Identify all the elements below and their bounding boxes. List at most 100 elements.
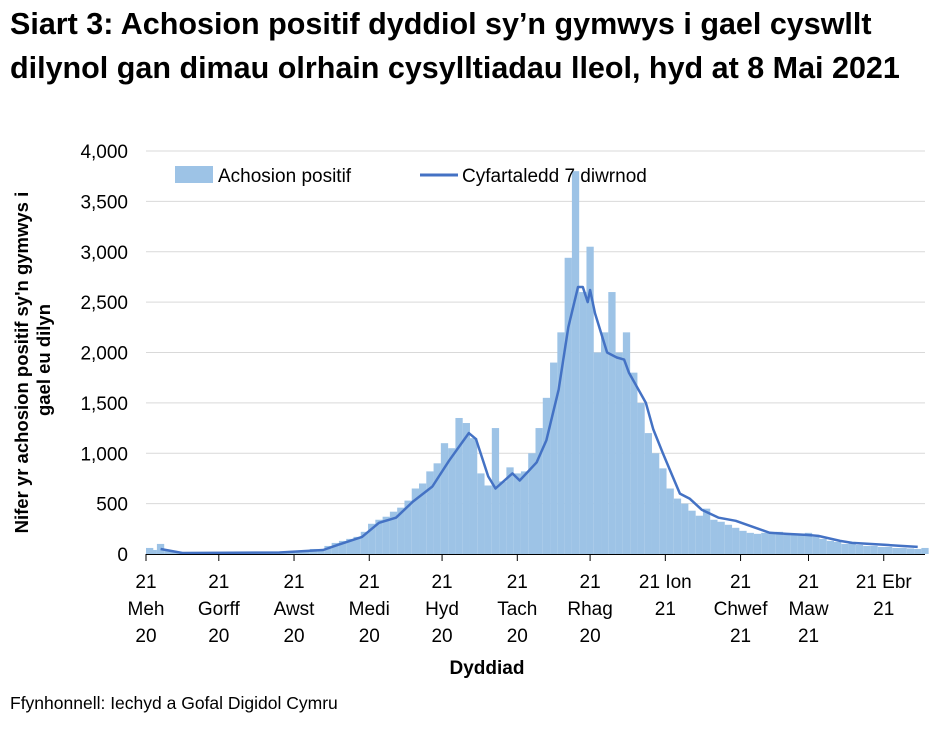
bar — [768, 533, 776, 554]
bar — [586, 246, 594, 554]
bar — [753, 533, 762, 554]
bar — [884, 546, 893, 554]
y-tick-label: 1,500 — [80, 394, 128, 415]
bar — [892, 547, 900, 554]
legend-label-line: Cyfartaledd 7 diwrnod — [462, 166, 647, 187]
x-tick-label: 20 — [283, 626, 304, 647]
bar — [790, 533, 798, 554]
y-axis-title: Nifer yr achosion positif sy'n gymwys i … — [11, 187, 54, 534]
bar — [819, 538, 827, 554]
x-tick-label: 21 — [873, 599, 894, 620]
legend-swatch-bars — [175, 166, 213, 183]
x-tick-label: 21 Ion — [639, 572, 692, 593]
legend-label-bars: Achosion positif — [218, 166, 352, 187]
bar — [440, 443, 449, 554]
bar — [520, 471, 529, 554]
bar — [156, 543, 165, 554]
bar — [462, 423, 470, 554]
y-tick-label: 500 — [96, 495, 128, 516]
bar — [783, 534, 791, 554]
bar — [593, 352, 602, 554]
bar — [724, 524, 733, 554]
bar — [535, 428, 543, 554]
bar — [615, 352, 623, 554]
y-axis-title-line1: Nifer yr achosion positif sy'n gymwys i — [11, 192, 32, 534]
bar — [921, 547, 929, 554]
x-tick-label: 21 Ebr — [856, 572, 913, 593]
x-tick-label: 21 — [283, 572, 304, 593]
x-tick-label: 20 — [580, 626, 601, 647]
bar — [491, 428, 500, 554]
bar — [382, 516, 390, 554]
bar — [419, 483, 427, 554]
bar — [571, 171, 580, 554]
bar — [426, 471, 434, 554]
x-tick-label: 21 — [507, 572, 528, 593]
bar — [164, 549, 172, 554]
bar — [826, 540, 834, 554]
y-tick-label: 2,000 — [80, 344, 128, 365]
x-tick-label: 20 — [208, 626, 229, 647]
bar — [710, 519, 718, 554]
bar — [899, 547, 907, 554]
x-tick-label: 21 — [655, 599, 676, 620]
bar — [528, 453, 536, 554]
bar — [601, 332, 609, 554]
bar — [397, 507, 405, 554]
bar — [695, 515, 703, 554]
x-tick-label: 21 — [798, 626, 819, 647]
legend: Achosion positif Cyfartaledd 7 diwrnod — [175, 166, 647, 187]
chart-title: Siart 3: Achosion positif dyddiol sy’n g… — [10, 7, 900, 85]
bar — [324, 545, 332, 554]
bar — [513, 473, 521, 554]
bar — [542, 397, 551, 554]
axes: 0 500 1,000 1,500 2,000 2,500 3,000 3,500 4,000 2… — [80, 142, 925, 647]
x-tick-label: 21 — [135, 572, 156, 593]
bar — [877, 546, 885, 554]
line-series — [160, 285, 918, 555]
bar — [477, 473, 485, 554]
gridlines — [146, 150, 925, 505]
bar — [353, 536, 361, 554]
bar — [469, 438, 478, 554]
bar — [906, 548, 915, 554]
x-tick-label: Hyd — [425, 599, 459, 620]
bar — [812, 536, 820, 554]
bar — [389, 511, 398, 554]
bar — [833, 541, 842, 554]
y-tick-label: 3,000 — [80, 243, 128, 264]
x-tick-label: 21 — [208, 572, 229, 593]
bar — [622, 332, 631, 554]
bar — [863, 545, 871, 554]
bar — [855, 544, 864, 554]
y-tick-label: 1,000 — [80, 444, 128, 465]
bar — [688, 510, 696, 554]
bar — [608, 292, 616, 554]
x-tick-label: Tach — [497, 599, 537, 620]
x-tick-label: Gorff — [198, 599, 241, 620]
bar — [149, 549, 157, 554]
bar — [870, 545, 878, 554]
x-tick-label: 21 — [359, 572, 380, 593]
bar — [499, 481, 507, 554]
bar — [360, 531, 369, 554]
bar — [331, 542, 339, 554]
bar — [448, 448, 456, 554]
y-tick-label: 0 — [117, 545, 128, 566]
x-tick-label: 21 — [730, 626, 751, 647]
bar — [411, 488, 420, 554]
bar — [739, 530, 747, 554]
bar — [171, 551, 179, 554]
y-tick-label: 4,000 — [80, 142, 128, 163]
bar — [644, 433, 652, 554]
x-tick-label: Rhag — [567, 599, 612, 620]
bar — [346, 538, 354, 554]
x-tick-label: Awst — [274, 599, 316, 620]
x-tick-label: 20 — [359, 626, 380, 647]
bar — [746, 532, 754, 554]
bar — [848, 542, 856, 554]
bar — [338, 540, 347, 554]
bar — [375, 519, 383, 554]
bar — [317, 548, 325, 554]
